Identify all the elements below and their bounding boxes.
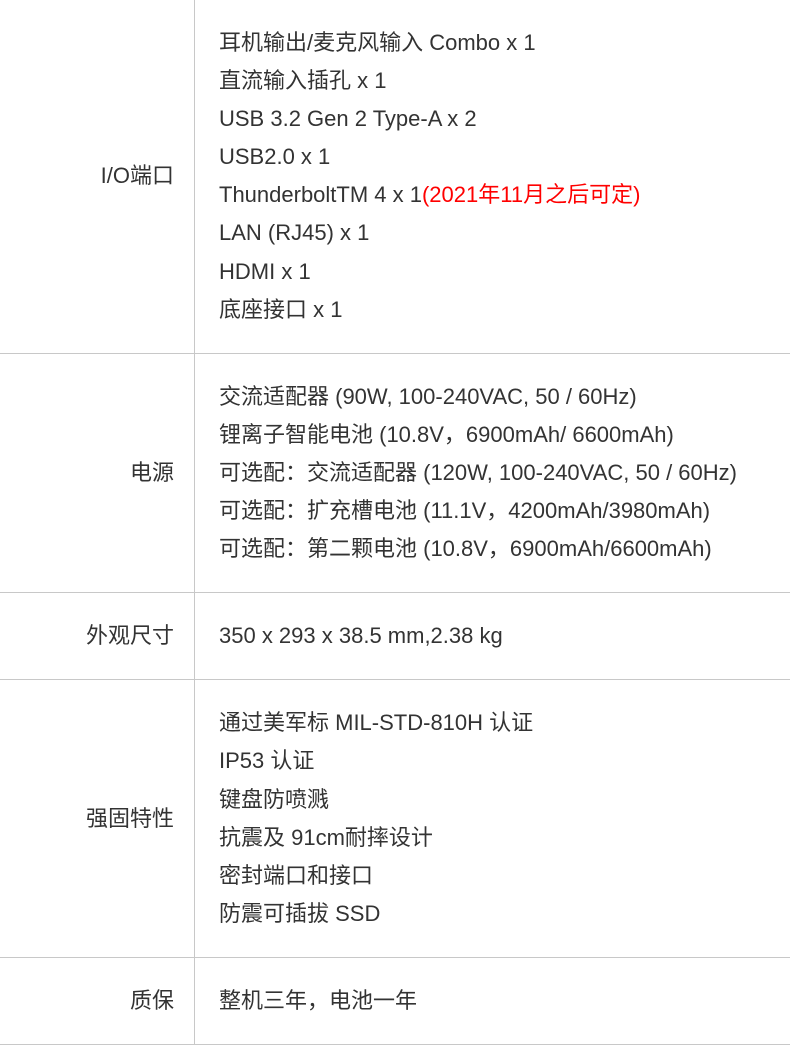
spec-line: 耳机输出/麦克风输入 Combo x 1 [219, 26, 770, 60]
table-row: 质保 整机三年，电池一年 [0, 958, 790, 1045]
spec-line: 直流输入插孔 x 1 [219, 64, 770, 98]
spec-line: 锂离子智能电池 (10.8V，6900mAh/ 6600mAh) [219, 418, 770, 452]
table-row: I/O端口 耳机输出/麦克风输入 Combo x 1 直流输入插孔 x 1 US… [0, 0, 790, 354]
row-value-power: 交流适配器 (90W, 100-240VAC, 50 / 60Hz) 锂离子智能… [195, 354, 790, 592]
row-value-io: 耳机输出/麦克风输入 Combo x 1 直流输入插孔 x 1 USB 3.2 … [195, 0, 790, 353]
row-label-warranty: 质保 [0, 958, 195, 1044]
spec-line: ThunderboltTM 4 x 1(2021年11月之后可定) [219, 178, 770, 212]
spec-line: 可选配：第二颗电池 (10.8V，6900mAh/6600mAh) [219, 532, 770, 566]
spec-line: 抗震及 91cm耐摔设计 [219, 821, 770, 855]
row-value-rugged: 通过美军标 MIL-STD-810H 认证 IP53 认证 键盘防喷溅 抗震及 … [195, 680, 790, 957]
row-label-power: 电源 [0, 354, 195, 592]
row-value-dimensions: 350 x 293 x 38.5 mm,2.38 kg [195, 593, 790, 679]
spec-line-highlight: (2021年11月之后可定) [422, 182, 640, 207]
spec-table: I/O端口 耳机输出/麦克风输入 Combo x 1 直流输入插孔 x 1 US… [0, 0, 790, 1045]
row-label-rugged: 强固特性 [0, 680, 195, 957]
spec-line: 密封端口和接口 [219, 859, 770, 893]
spec-line: 整机三年，电池一年 [219, 984, 770, 1018]
spec-line: 键盘防喷溅 [219, 783, 770, 817]
spec-line: HDMI x 1 [219, 255, 770, 289]
spec-line: USB 3.2 Gen 2 Type-A x 2 [219, 102, 770, 136]
spec-line-text: ThunderboltTM 4 x 1 [219, 182, 422, 207]
spec-line: IP53 认证 [219, 744, 770, 778]
row-value-warranty: 整机三年，电池一年 [195, 958, 790, 1044]
row-label-io: I/O端口 [0, 0, 195, 353]
table-row: 外观尺寸 350 x 293 x 38.5 mm,2.38 kg [0, 593, 790, 680]
spec-line: LAN (RJ45) x 1 [219, 216, 770, 250]
spec-line: 可选配：扩充槽电池 (11.1V，4200mAh/3980mAh) [219, 494, 770, 528]
table-row: 电源 交流适配器 (90W, 100-240VAC, 50 / 60Hz) 锂离… [0, 354, 790, 593]
spec-line: 交流适配器 (90W, 100-240VAC, 50 / 60Hz) [219, 380, 770, 414]
spec-line: 底座接口 x 1 [219, 293, 770, 327]
spec-line: 可选配：交流适配器 (120W, 100-240VAC, 50 / 60Hz) [219, 456, 770, 490]
spec-line: 通过美军标 MIL-STD-810H 认证 [219, 706, 770, 740]
spec-line: USB2.0 x 1 [219, 140, 770, 174]
row-label-dimensions: 外观尺寸 [0, 593, 195, 679]
spec-line: 防震可插拔 SSD [219, 897, 770, 931]
spec-line: 350 x 293 x 38.5 mm,2.38 kg [219, 619, 770, 653]
table-row: 强固特性 通过美军标 MIL-STD-810H 认证 IP53 认证 键盘防喷溅… [0, 680, 790, 958]
